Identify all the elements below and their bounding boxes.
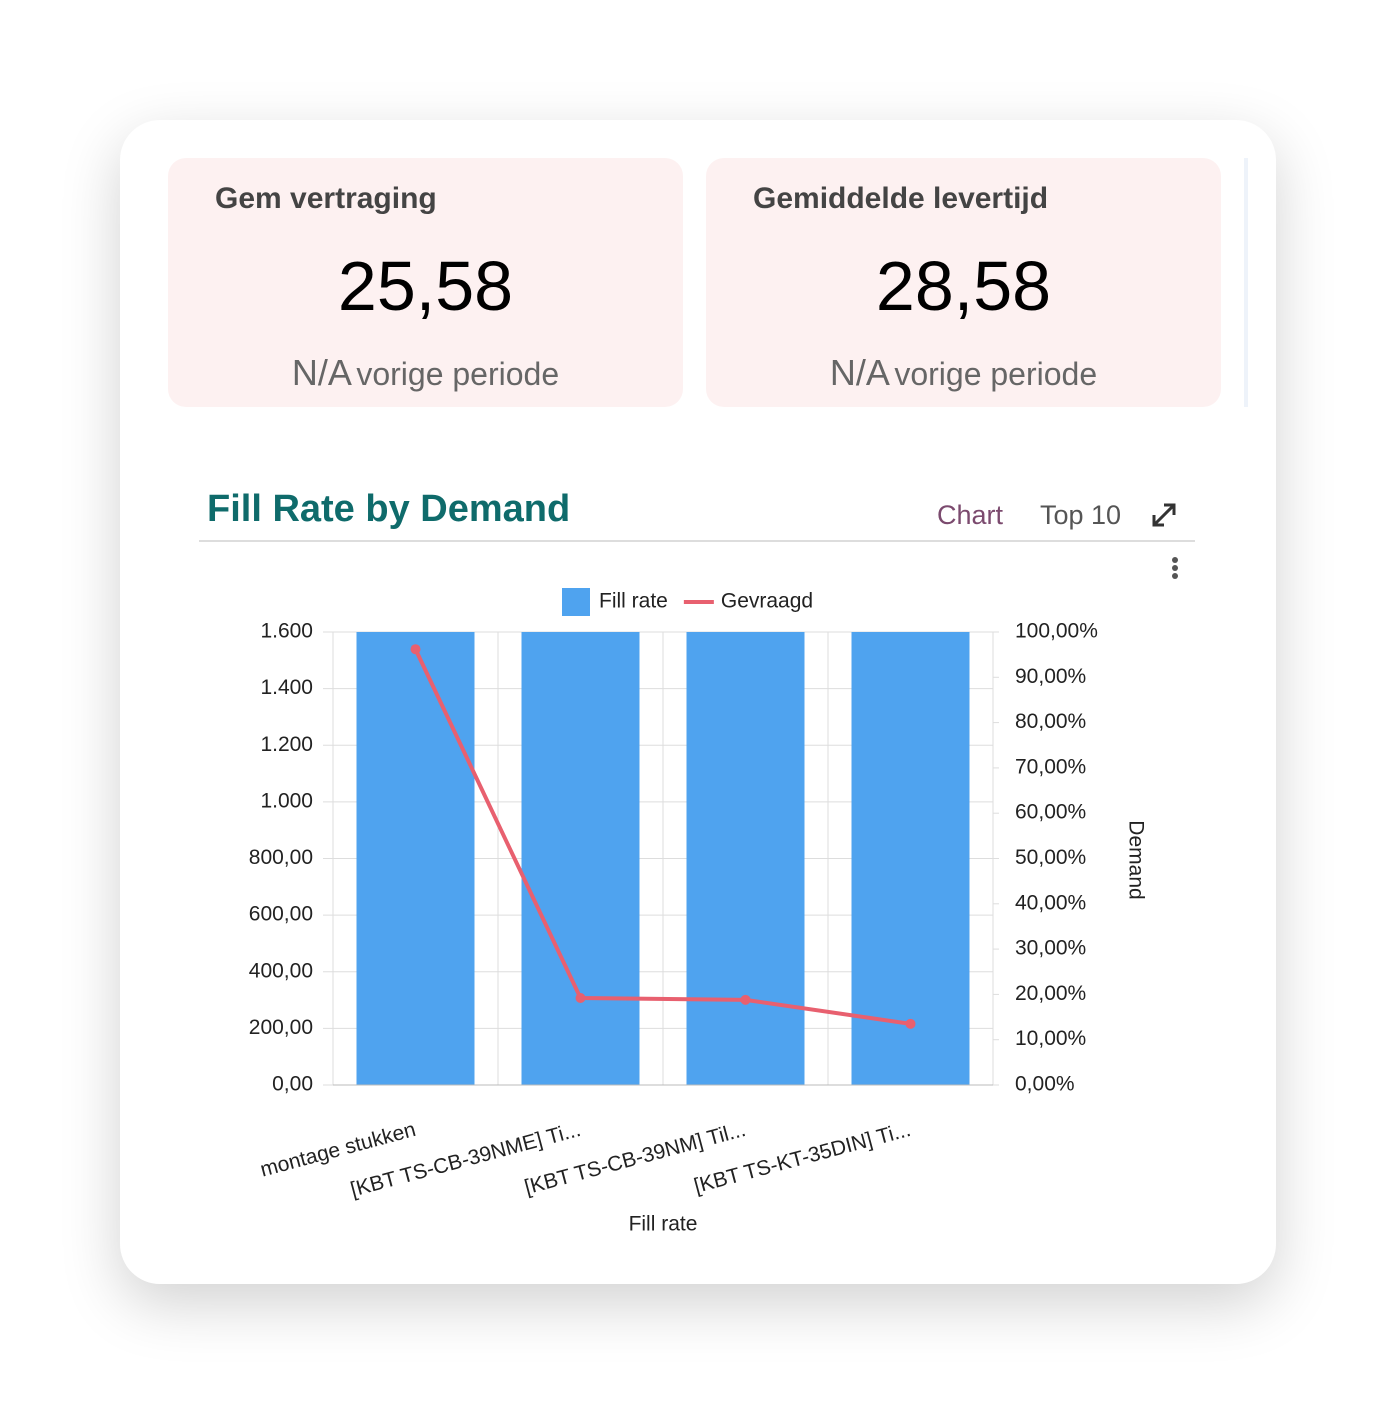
line-point <box>740 994 751 1005</box>
y-tick-label: 1.200 <box>260 733 313 756</box>
kpi-title: Gemiddelde levertijd <box>753 182 1049 215</box>
menu-icon[interactable] <box>1172 557 1178 579</box>
kpi-comparison: N/A vorige periode <box>706 352 1221 394</box>
y2-tick-label: 60,00% <box>1015 801 1086 824</box>
kpi-card-edge <box>1244 158 1248 407</box>
y2-tick-label: 100,00% <box>1015 620 1098 643</box>
y-tick-label: 200,00 <box>249 1016 313 1039</box>
y2-axis-title: Demand <box>1124 820 1147 899</box>
kpi-title: Gem vertraging <box>215 182 437 215</box>
expand-icon[interactable] <box>1152 503 1176 527</box>
y2-tick-label: 0,00% <box>1015 1073 1075 1096</box>
line-point <box>575 993 586 1004</box>
y2-tick-label: 50,00% <box>1015 846 1086 869</box>
x-axis-title: Fill rate <box>629 1213 698 1236</box>
legend-swatch <box>562 588 590 616</box>
line <box>413 648 911 1026</box>
kpi-comparison-label: vorige periode <box>894 356 1098 392</box>
y2-tick-label: 20,00% <box>1015 982 1086 1005</box>
kpi-card[interactable]: Gem vertraging 25,58 N/A vorige periode <box>168 158 683 407</box>
kpi-value: 28,58 <box>875 247 1052 325</box>
divider <box>199 540 1195 542</box>
kpi-card[interactable]: Gemiddelde levertijd 28,58 N/A vorige pe… <box>706 158 1221 407</box>
limit-toggle[interactable]: Top 10 <box>1040 500 1122 530</box>
legend-item[interactable]: Fill rate <box>562 588 668 616</box>
legend-label: Fill rate <box>599 590 668 613</box>
bar <box>356 632 475 1085</box>
y-tick-label: 600,00 <box>249 903 313 926</box>
kpi-comparison-label: vorige periode <box>356 356 560 392</box>
line-point <box>410 644 421 655</box>
line-point <box>905 1018 916 1029</box>
y2-tick-label: 30,00% <box>1015 937 1086 960</box>
kpi-comparison-value: N/A <box>291 352 352 393</box>
bar <box>686 632 805 1085</box>
kpi-comparison-value: N/A <box>829 352 890 393</box>
y2-tick-label: 90,00% <box>1015 665 1086 688</box>
legend-label: Gevraagd <box>721 590 813 613</box>
y2-tick-label: 10,00% <box>1015 1027 1086 1050</box>
y-tick-label: 400,00 <box>249 959 313 982</box>
bar <box>851 632 970 1085</box>
y2-tick-label: 70,00% <box>1015 755 1086 778</box>
y-tick-label: 800,00 <box>249 846 313 869</box>
bar <box>521 632 640 1085</box>
y-tick-label: 0,00 <box>272 1073 313 1096</box>
y-tick-label: 1.000 <box>260 789 313 812</box>
y2-tick-label: 80,00% <box>1015 710 1086 733</box>
y-tick-label: 1.600 <box>260 620 313 643</box>
kpi-comparison: N/A vorige periode <box>168 352 683 394</box>
kpi-value: 25,58 <box>337 247 514 325</box>
view-toggle[interactable]: Chart <box>937 500 1004 530</box>
y-tick-label: 1.400 <box>260 676 313 699</box>
chart-title: Fill Rate by Demand <box>207 488 571 530</box>
legend-item[interactable]: Gevraagd <box>683 590 813 613</box>
y2-tick-label: 40,00% <box>1015 891 1086 914</box>
